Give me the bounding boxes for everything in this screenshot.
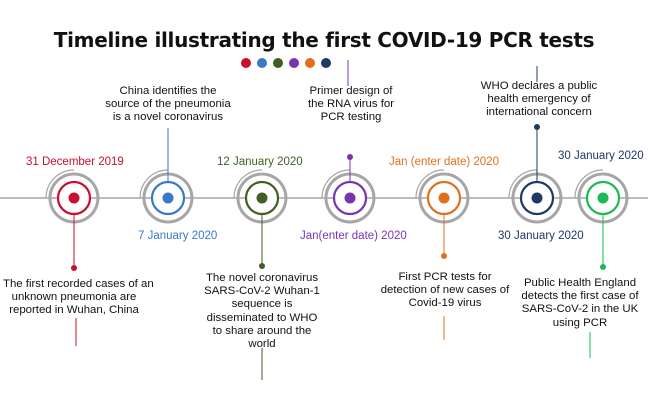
- timeline-event-7: [574, 169, 629, 358]
- event-1-line-1: The first recorded cases of an: [3, 278, 154, 290]
- event-4-line-2: the RNA virus for: [307, 98, 395, 111]
- event-3-date: 12 January 2020: [217, 156, 303, 168]
- event-7-line-1: Public Health England: [523, 277, 637, 289]
- event-2-line-2: source of the pneumonia: [105, 98, 231, 111]
- timeline-event-6: [508, 66, 563, 224]
- event-3-description: The novel coronavirus SARS-CoV-2 Wuhan-1…: [198, 272, 326, 351]
- event-4-dot: [344, 192, 356, 204]
- event-5-arc: [415, 169, 445, 199]
- event-6-line-2: health emergency of: [487, 93, 591, 106]
- legend-dot-green: [273, 58, 283, 68]
- event-3-line-3: sequence is: [231, 298, 293, 311]
- timeline-event-2: [139, 128, 194, 224]
- event-2-date: 7 January 2020: [138, 230, 218, 242]
- event-6-arc: [508, 169, 538, 199]
- event-4-date: Jan(enter date) 2020: [300, 230, 407, 242]
- event-2-arc: [139, 169, 169, 199]
- timeline-event-3: [233, 169, 288, 380]
- event-2-ring: [142, 172, 194, 224]
- legend-dot-navy: [321, 58, 331, 68]
- event-6-date: 30 January 2020: [498, 230, 584, 242]
- event-2-dot: [162, 192, 174, 204]
- event-3-line-4: disseminated to WHO: [206, 311, 318, 324]
- legend-dot-purple: [289, 58, 299, 68]
- event-6-ring: [511, 172, 563, 224]
- event-7-connector-dot: [600, 264, 606, 270]
- event-5-line-1: First PCR tests for: [398, 271, 492, 283]
- event-4-line-3: PCR testing: [320, 111, 382, 124]
- event-7-arc: [574, 169, 604, 199]
- event-4-description: Primer design of the RNA virus for PCR t…: [292, 85, 410, 125]
- event-1-connector-dot: [71, 265, 77, 271]
- event-7-date: 30 January 2020: [558, 150, 644, 162]
- event-4-arc: [321, 169, 351, 199]
- timeline-event-1: [45, 169, 100, 346]
- event-1-line-2: unknown pneumonia are: [11, 291, 137, 304]
- event-3-line-2: SARS-CoV-2 Wuhan-1: [204, 285, 320, 298]
- event-5-date: Jan (enter date) 2020: [389, 156, 499, 168]
- event-7-description: Public Health England detects the first …: [514, 277, 646, 330]
- event-4-line-1: Primer design of: [309, 85, 393, 97]
- timeline-event-5: [415, 169, 470, 340]
- legend-dot-blue: [257, 58, 267, 68]
- event-1-description: The first recorded cases of an unknown p…: [3, 278, 154, 318]
- event-1-date: 31 December 2019: [26, 156, 124, 168]
- legend-dot-red: [241, 58, 251, 68]
- event-2-line-1: China identifies the: [119, 85, 217, 97]
- event-3-line-5: to share around the: [212, 324, 312, 337]
- event-3-arc: [233, 169, 263, 199]
- legend-dot-orange: [305, 58, 315, 68]
- event-6-dot: [531, 192, 543, 204]
- event-6-line-3: international concern: [486, 106, 592, 119]
- event-3-connector-dot: [259, 263, 265, 269]
- event-3-dot: [256, 192, 268, 204]
- event-4-ring: [324, 172, 376, 224]
- event-7-line-3: SARS-CoV-2 in the UK: [521, 303, 639, 316]
- event-7-line-2: detects the first case of: [521, 290, 639, 303]
- event-3-line-6: world: [248, 338, 276, 351]
- event-2-line-3: is a novel coronavirus: [112, 111, 224, 124]
- event-1-dot: [68, 192, 80, 204]
- event-3-line-1: The novel coronavirus: [205, 272, 319, 284]
- event-6-connector-dot: [534, 124, 540, 130]
- event-5-connector-dot: [441, 253, 447, 259]
- page-title: Timeline illustrating the first COVID-19…: [53, 28, 595, 52]
- event-6-line-1: WHO declares a public: [480, 80, 598, 92]
- event-4-connector-dot: [347, 154, 353, 160]
- event-7-dot: [597, 192, 609, 204]
- event-5-line-3: Covid-19 virus: [408, 297, 482, 310]
- timeline-event-4: [321, 60, 376, 224]
- event-2-description: China identifies the source of the pneum…: [104, 85, 232, 125]
- event-6-description: WHO declares a public health emergency o…: [474, 80, 604, 120]
- event-5-dot: [438, 192, 450, 204]
- event-5-description: First PCR tests for detection of new cas…: [372, 271, 518, 311]
- event-1-arc: [45, 169, 75, 199]
- event-5-line-2: detection of new cases of: [380, 284, 510, 297]
- event-7-line-4: using PCR: [552, 316, 608, 329]
- event-1-line-3: reported in Wuhan, China: [9, 304, 139, 317]
